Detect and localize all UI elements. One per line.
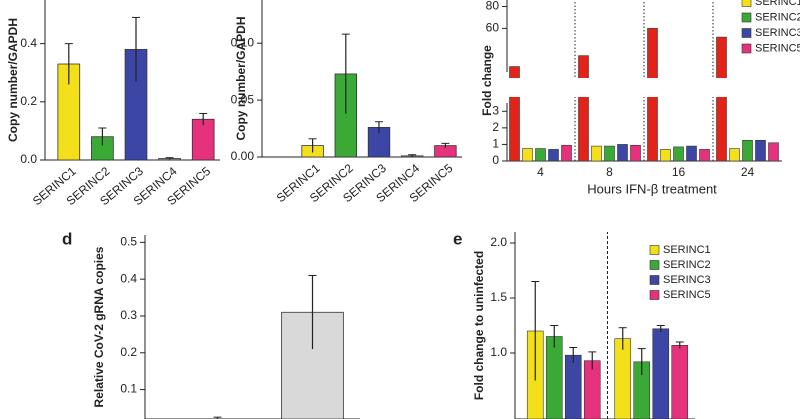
y-tick-label: 3 [492,103,499,117]
y-tick-label: 0.05 [231,92,255,106]
bar [191,118,215,161]
x-axis-label: Hours IFN-β treatment [587,181,717,196]
bar [755,139,766,162]
y-tick-label: 1 [492,137,499,151]
bar [768,142,779,162]
legend-swatch [741,28,752,38]
legend-label: SERINC1 [755,0,800,8]
legend-swatch [649,290,660,300]
y-tick-label: 0 [492,153,499,167]
y-tick-label: 0.1 [120,382,137,396]
x-tick-label: 4 [537,165,544,179]
x-tick-label: 16 [672,165,686,179]
bar [561,144,572,162]
chart-panel: 0 1 2 3 60 80 Fold change Hours IFN-β treatment… [480,0,800,196]
y-tick-label: 0.00 [231,149,255,163]
y-tick-label: 0.4 [120,271,137,285]
y-axis-label: Copy number/GAPDH [6,18,20,142]
legend-swatch [741,12,752,23]
legend-swatch [649,245,660,255]
legend-label: SERINC3 [663,274,711,286]
bar [652,328,670,419]
y-axis-label: Fold change [480,45,494,116]
y-tick-label: 60 [486,21,500,35]
y-tick-label: 0.0 [20,152,37,166]
bar [548,149,559,162]
legend-label: SERINC2 [755,11,800,23]
y-tick-label: 0.3 [120,308,137,322]
x-tick-label: 8 [606,165,613,179]
legend-label: SERINC3 [755,27,800,39]
bar [729,148,740,162]
legend-swatch [649,260,660,270]
y-tick-label: 80 [486,0,500,13]
bar [742,139,753,162]
bar [660,149,671,162]
bar [716,36,727,162]
axis-break [501,78,782,97]
bar [614,338,632,419]
legend-label: SERINC1 [663,244,711,256]
bar [671,344,689,419]
legend-swatch [741,0,752,7]
chart-panel: 0.1 0.2 0.3 0.4 0.5 Relative CoV-2 gRNA copie… [62,229,360,419]
y-tick-label: 2.0 [490,235,507,249]
bar [522,148,533,162]
bar [699,149,710,162]
bar [545,336,563,419]
panel-label: e [453,229,462,248]
x-tick-label: 24 [741,165,755,179]
bar [630,144,641,162]
bar [591,145,602,162]
panel-label: d [62,229,72,248]
bar [673,146,684,162]
bar [617,144,628,162]
y-tick-label: 2 [492,120,499,134]
legend-label: SERINC2 [663,259,711,271]
chart-panel: 1.0 1.5 2.0 Fold change to uninfected e SERIN… [453,229,711,419]
legend-swatch [649,275,660,285]
bar [564,354,582,419]
y-tick-label: 1.5 [490,290,507,304]
legend-swatch [741,43,752,54]
bar [686,145,697,162]
y-tick-label: 0.5 [120,235,137,249]
y-tick-label: 0.2 [20,94,37,108]
y-axis-label: Relative CoV-2 gRNA copies [92,246,106,407]
y-tick-label: 0.10 [231,35,255,49]
bar [535,148,546,162]
y-axis-label: Copy number/GAPDH [234,16,248,140]
bar [604,145,615,162]
legend-label: SERINC5 [755,42,800,54]
y-tick-label: 0.2 [120,345,137,359]
bar [578,55,589,162]
bar [509,66,520,162]
y-tick-label: 1.0 [490,345,507,359]
y-tick-label: 0.4 [20,36,37,50]
y-axis-label: Fold change to uninfected [472,251,486,400]
legend-label: SERINC5 [663,289,711,301]
